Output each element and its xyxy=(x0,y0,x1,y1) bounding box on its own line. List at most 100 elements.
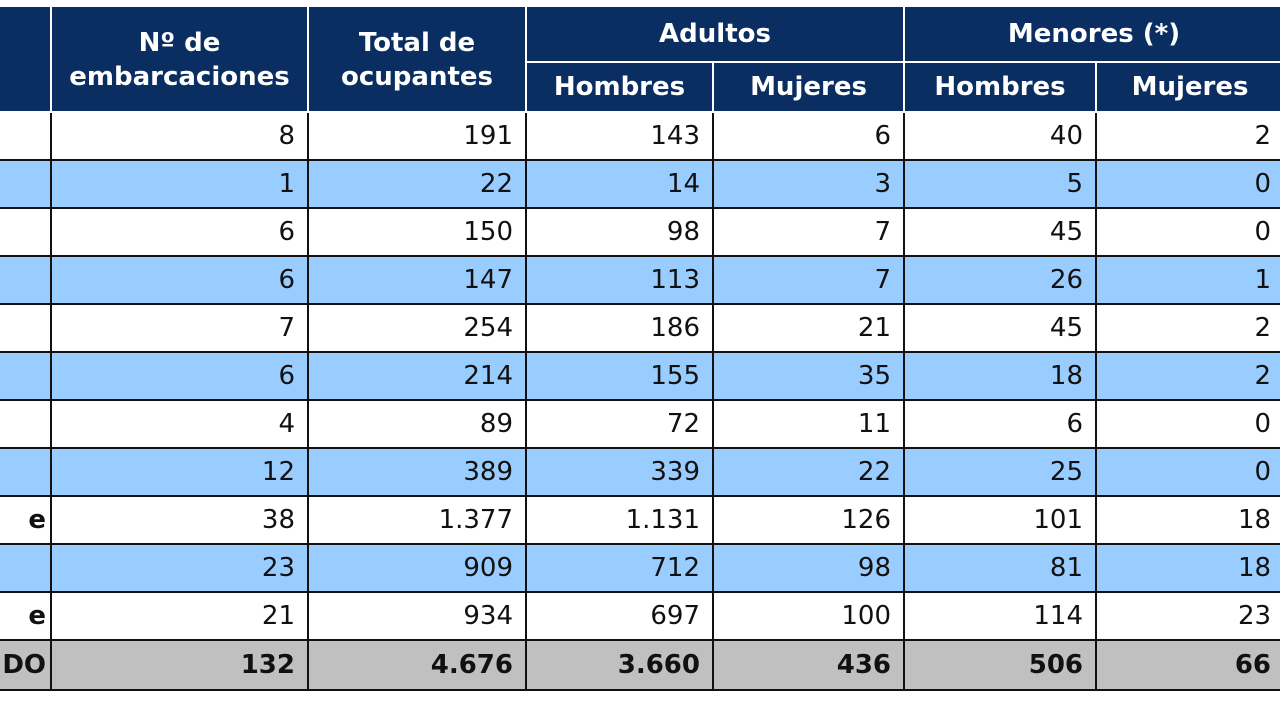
header-row-label xyxy=(0,5,52,113)
header-embarcaciones-line1: Nº de xyxy=(138,28,221,58)
table-row: 23 909 712 98 81 18 xyxy=(0,543,1280,593)
row-label xyxy=(0,111,52,161)
cell-menores-mujeres: 2 xyxy=(1095,351,1280,401)
cell-adultos-hombres: 697 xyxy=(525,591,714,641)
cell-ocupantes: 191 xyxy=(307,111,527,161)
cell-ocupantes: 1.377 xyxy=(307,495,527,545)
cell-menores-hombres: 26 xyxy=(903,255,1098,305)
cell-adultos-hombres: 1.131 xyxy=(525,495,714,545)
row-label xyxy=(0,351,52,401)
cell-adultos-mujeres: 126 xyxy=(711,495,906,545)
row-label xyxy=(0,303,52,353)
header-ocupantes: Total de ocupantes xyxy=(307,5,527,113)
total-adultos-hombres: 3.660 xyxy=(525,639,714,691)
cell-menores-mujeres: 1 xyxy=(1095,255,1280,305)
cell-menores-mujeres: 0 xyxy=(1095,159,1280,209)
cell-embarcaciones: 6 xyxy=(50,207,309,257)
cell-embarcaciones: 12 xyxy=(50,447,309,497)
cell-adultos-mujeres: 35 xyxy=(711,351,906,401)
cell-embarcaciones: 8 xyxy=(50,111,309,161)
cell-menores-hombres: 45 xyxy=(903,207,1098,257)
cell-adultos-mujeres: 11 xyxy=(711,399,906,449)
row-label xyxy=(0,447,52,497)
cell-adultos-hombres: 98 xyxy=(525,207,714,257)
table-row: 6 150 98 7 45 0 xyxy=(0,207,1280,257)
cell-adultos-mujeres: 22 xyxy=(711,447,906,497)
cell-menores-mujeres: 18 xyxy=(1095,543,1280,593)
cell-embarcaciones: 23 xyxy=(50,543,309,593)
header-adultos-mujeres: Mujeres xyxy=(711,61,906,113)
cell-menores-mujeres: 2 xyxy=(1095,303,1280,353)
cell-menores-mujeres: 0 xyxy=(1095,447,1280,497)
cell-embarcaciones: 6 xyxy=(50,255,309,305)
cell-adultos-mujeres: 7 xyxy=(711,255,906,305)
header-row-top: Nº de embarcaciones Total de ocupantes A… xyxy=(0,5,1280,113)
cell-menores-hombres: 18 xyxy=(903,351,1098,401)
cell-embarcaciones: 1 xyxy=(50,159,309,209)
row-label xyxy=(0,255,52,305)
cell-adultos-hombres: 72 xyxy=(525,399,714,449)
cell-embarcaciones: 7 xyxy=(50,303,309,353)
cell-adultos-mujeres: 100 xyxy=(711,591,906,641)
cell-adultos-mujeres: 3 xyxy=(711,159,906,209)
header-adultos-hombres: Hombres xyxy=(525,61,714,113)
cell-adultos-hombres: 155 xyxy=(525,351,714,401)
total-ocupantes: 4.676 xyxy=(307,639,527,691)
table-row: 7 254 186 21 45 2 xyxy=(0,303,1280,353)
cell-menores-mujeres: 18 xyxy=(1095,495,1280,545)
cell-menores-hombres: 6 xyxy=(903,399,1098,449)
cell-menores-mujeres: 2 xyxy=(1095,111,1280,161)
table-row: 8 191 143 6 40 2 xyxy=(0,111,1280,161)
table-row: 6 214 155 35 18 2 xyxy=(0,351,1280,401)
header-embarcaciones: Nº de embarcaciones xyxy=(50,5,309,113)
cell-ocupantes: 22 xyxy=(307,159,527,209)
total-embarcaciones: 132 xyxy=(50,639,309,691)
cell-ocupantes: 909 xyxy=(307,543,527,593)
cell-menores-hombres: 101 xyxy=(903,495,1098,545)
table-row: 4 89 72 11 6 0 xyxy=(0,399,1280,449)
cell-ocupantes: 147 xyxy=(307,255,527,305)
cell-menores-mujeres: 23 xyxy=(1095,591,1280,641)
cell-ocupantes: 150 xyxy=(307,207,527,257)
total-menores-mujeres: 66 xyxy=(1095,639,1280,691)
cell-adultos-hombres: 143 xyxy=(525,111,714,161)
cell-adultos-hombres: 113 xyxy=(525,255,714,305)
table-row: e 38 1.377 1.131 126 101 18 xyxy=(0,495,1280,545)
cell-adultos-hombres: 186 xyxy=(525,303,714,353)
cell-ocupantes: 389 xyxy=(307,447,527,497)
cell-adultos-mujeres: 98 xyxy=(711,543,906,593)
cell-embarcaciones: 4 xyxy=(50,399,309,449)
row-label: e xyxy=(0,495,52,545)
cell-menores-hombres: 5 xyxy=(903,159,1098,209)
row-label xyxy=(0,399,52,449)
header-adultos: Adultos xyxy=(524,5,906,63)
row-label: e xyxy=(0,591,52,641)
cell-menores-mujeres: 0 xyxy=(1095,399,1280,449)
total-adultos-mujeres: 436 xyxy=(711,639,906,691)
header-menores: Menores (*) xyxy=(903,5,1280,63)
cell-menores-hombres: 45 xyxy=(903,303,1098,353)
header-menores-hombres: Hombres xyxy=(903,61,1098,113)
table-row: 12 389 339 22 25 0 xyxy=(0,447,1280,497)
cell-menores-hombres: 25 xyxy=(903,447,1098,497)
cell-menores-hombres: 114 xyxy=(903,591,1098,641)
total-label: DO xyxy=(0,639,52,691)
cell-embarcaciones: 6 xyxy=(50,351,309,401)
row-label xyxy=(0,543,52,593)
row-label xyxy=(0,159,52,209)
header-menores-mujeres: Mujeres xyxy=(1095,61,1280,113)
cell-adultos-hombres: 14 xyxy=(525,159,714,209)
table-row: 1 22 14 3 5 0 xyxy=(0,159,1280,209)
cell-ocupantes: 89 xyxy=(307,399,527,449)
header-row-sub: Hombres Mujeres Hombres Mujeres xyxy=(0,61,1280,113)
cell-menores-hombres: 40 xyxy=(903,111,1098,161)
header-embarcaciones-line2: embarcaciones xyxy=(69,62,290,92)
table-row: e 21 934 697 100 114 23 xyxy=(0,591,1280,641)
data-table: Nº de embarcaciones Total de ocupantes A… xyxy=(0,5,1280,691)
cell-embarcaciones: 21 xyxy=(50,591,309,641)
cell-embarcaciones: 38 xyxy=(50,495,309,545)
total-menores-hombres: 506 xyxy=(903,639,1098,691)
header-ocupantes-line1: Total de xyxy=(358,28,476,58)
table-body: 8 191 143 6 40 2 1 22 14 3 5 0 6 150 98 xyxy=(0,111,1280,691)
